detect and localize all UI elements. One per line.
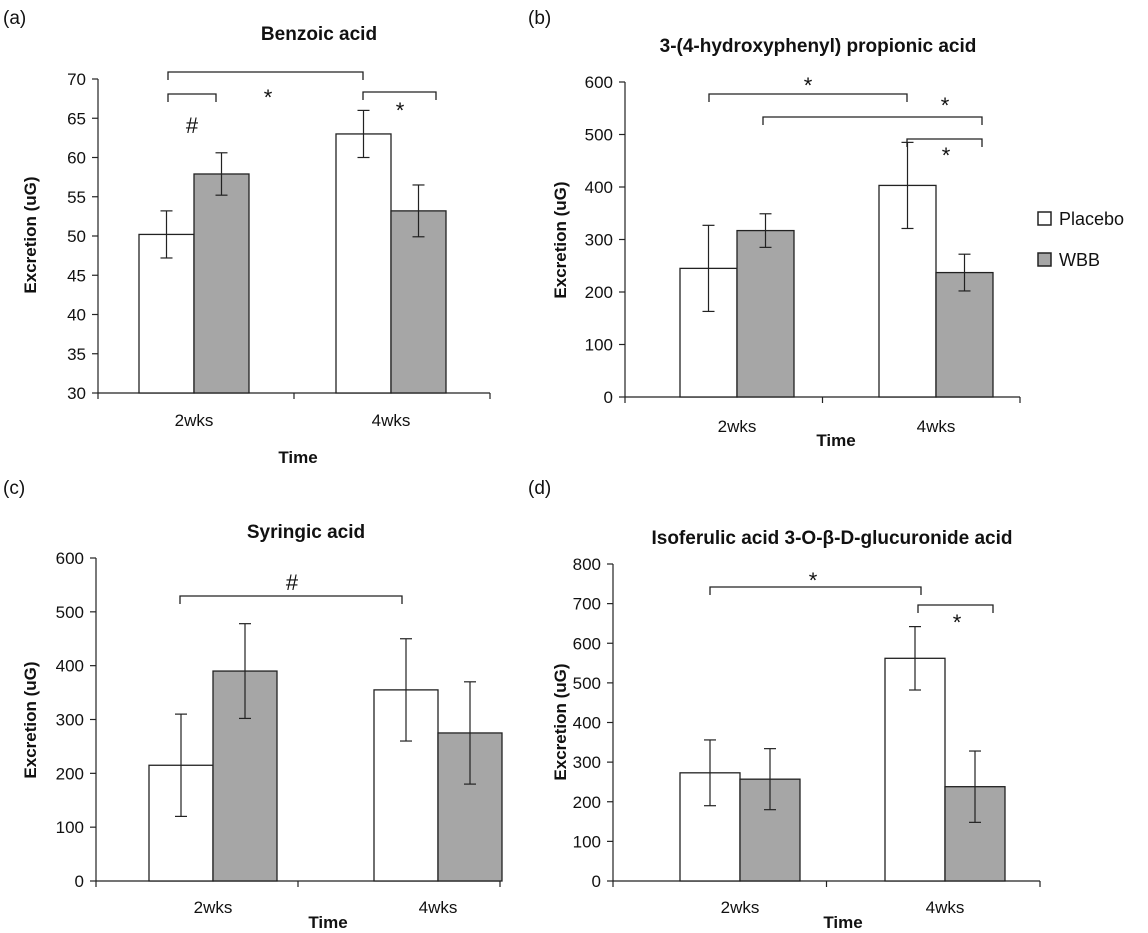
x-category-label: 2wks	[718, 417, 757, 436]
y-tick-label: 100	[56, 818, 84, 837]
panel-label: (a)	[3, 8, 26, 29]
chart-panel-3: (d) Isoferulic acid 3-O-β-D-glucuronide a…	[528, 478, 1041, 932]
y-tick-label: 100	[585, 336, 613, 355]
chart-panel-0: (a) Benzoic acid Excretion (uG) Time 30 35 40 4…	[3, 8, 491, 467]
y-tick-label: 300	[56, 711, 84, 730]
x-axis-title: Time	[308, 913, 347, 932]
y-tick-label: 60	[67, 149, 86, 168]
y-tick-label: 0	[75, 872, 84, 891]
y-tick-label: 50	[67, 227, 86, 246]
chart-title: 3-(4-hydroxyphenyl) propionic acid	[660, 36, 977, 57]
y-tick-label: 0	[592, 872, 601, 891]
bar-wbb-2wks	[193, 173, 250, 394]
chart-title: Isoferulic acid 3-O-β-D-glucuronide acid	[651, 528, 1012, 549]
legend-label-placebo: Placebo	[1059, 209, 1124, 229]
significance-marker: *	[953, 610, 962, 635]
chart-panel-1: (b) 3-(4-hydroxyphenyl) propionic acid Exc…	[528, 8, 1021, 450]
significance-bracket	[179, 595, 403, 604]
bar-placebo-4wks	[884, 657, 946, 882]
significance-marker: #	[286, 570, 299, 595]
y-tick-label: 0	[604, 388, 613, 407]
y-tick-label: 700	[573, 595, 601, 614]
legend-label-wbb: WBB	[1059, 250, 1100, 270]
significance-bracket	[708, 93, 908, 102]
x-category-label: 4wks	[926, 898, 965, 917]
significance-bracket	[917, 604, 994, 613]
y-tick-label: 800	[573, 555, 601, 574]
significance-bracket	[167, 71, 364, 80]
y-tick-label: 400	[56, 657, 84, 676]
significance-marker: *	[804, 73, 813, 98]
y-tick-label: 55	[67, 188, 86, 207]
y-tick-label: 35	[67, 345, 86, 364]
y-tick-label: 40	[67, 306, 86, 325]
x-category-label: 2wks	[175, 411, 214, 430]
significance-bracket	[362, 91, 437, 100]
y-axis-title: Excretion (uG)	[21, 176, 40, 293]
chart-panel-2: (c) Syringic acid Excretion (uG) Time 0 100 20…	[3, 478, 503, 932]
significance-bracket	[709, 586, 922, 595]
y-tick-label: 600	[585, 73, 613, 92]
y-tick-label: 45	[67, 266, 86, 285]
y-axis-title: Excretion (uG)	[551, 181, 570, 298]
x-axis-title: Time	[278, 448, 317, 467]
bar-wbb-2wks	[736, 229, 795, 398]
significance-marker: #	[186, 113, 199, 138]
panel-label: (b)	[528, 8, 551, 29]
legend-swatch-placebo	[1037, 211, 1052, 226]
significance-marker: *	[809, 568, 818, 593]
y-tick-label: 600	[573, 634, 601, 653]
y-tick-label: 200	[573, 793, 601, 812]
y-tick-label: 500	[585, 126, 613, 145]
bar-wbb-4wks	[390, 210, 447, 394]
y-tick-label: 500	[56, 603, 84, 622]
significance-marker: *	[942, 143, 951, 168]
significance-bracket	[762, 116, 983, 125]
significance-marker: *	[941, 93, 950, 118]
significance-marker: *	[264, 85, 273, 110]
x-category-label: 4wks	[419, 898, 458, 917]
y-tick-label: 100	[573, 832, 601, 851]
y-axis-title: Excretion (uG)	[551, 663, 570, 780]
legend-swatch-wbb	[1037, 252, 1052, 267]
y-tick-label: 300	[573, 753, 601, 772]
significance-bracket	[167, 93, 217, 102]
y-tick-label: 400	[585, 178, 613, 197]
y-tick-label: 500	[573, 674, 601, 693]
y-tick-label: 70	[67, 70, 86, 89]
legend: Placebo WBB	[1037, 209, 1124, 270]
panel-label: (d)	[528, 478, 551, 499]
y-tick-label: 65	[67, 109, 86, 128]
chart-title: Syringic acid	[247, 522, 365, 543]
x-category-label: 2wks	[721, 898, 760, 917]
x-category-label: 4wks	[372, 411, 411, 430]
y-tick-label: 30	[67, 384, 86, 403]
x-axis-title: Time	[823, 913, 862, 932]
y-tick-label: 300	[585, 231, 613, 250]
x-axis-title: Time	[816, 431, 855, 450]
y-tick-label: 200	[56, 764, 84, 783]
bar-placebo-4wks	[335, 133, 392, 394]
y-axis-title: Excretion (uG)	[21, 661, 40, 778]
panel-label: (c)	[3, 478, 25, 499]
y-tick-label: 200	[585, 283, 613, 302]
chart-title: Benzoic acid	[261, 24, 377, 45]
x-category-label: 2wks	[194, 898, 233, 917]
y-tick-label: 400	[573, 714, 601, 733]
significance-bracket	[906, 138, 983, 147]
significance-marker: *	[396, 98, 405, 123]
y-tick-label: 600	[56, 549, 84, 568]
x-category-label: 4wks	[917, 417, 956, 436]
